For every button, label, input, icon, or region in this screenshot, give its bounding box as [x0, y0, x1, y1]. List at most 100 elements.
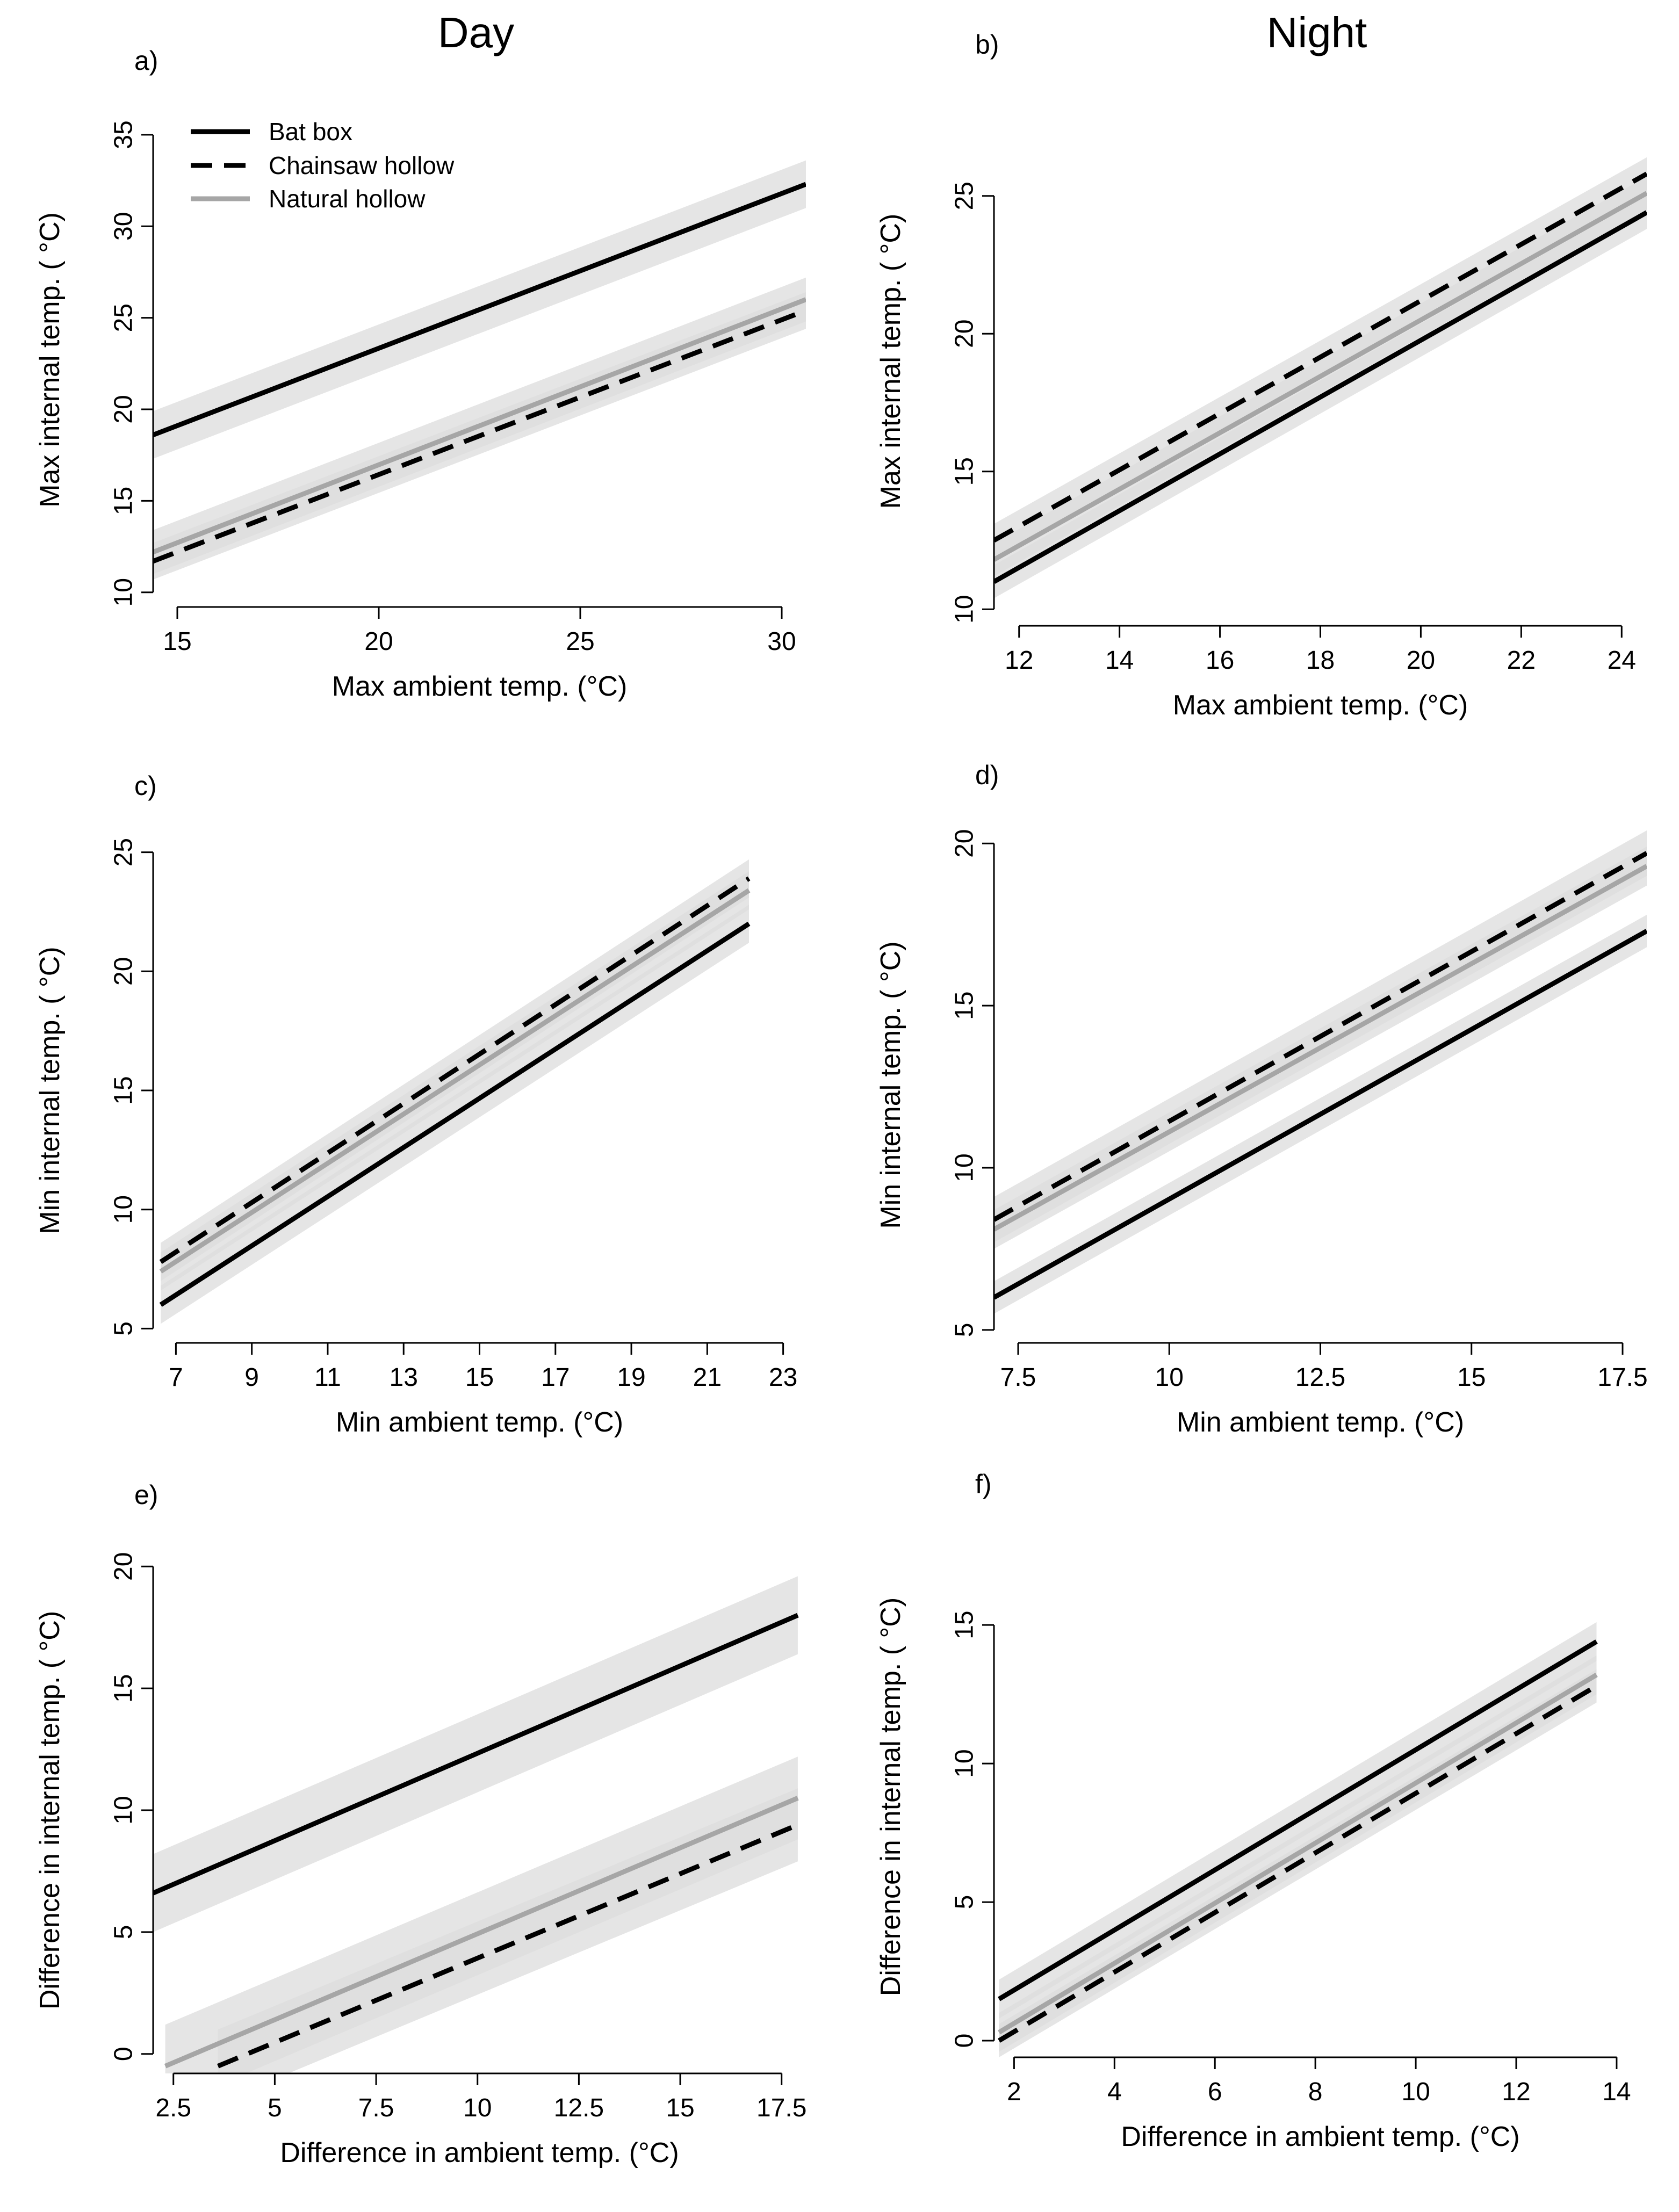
- y-axis-label: Difference in internal temp. ( °C): [34, 1611, 66, 2009]
- x-tick-label: 30: [767, 627, 796, 656]
- x-tick-label: 24: [1608, 646, 1636, 675]
- panel-label: e): [134, 1480, 158, 1510]
- x-tick-label: 15: [666, 2094, 694, 2122]
- y-tick-label: 15: [950, 991, 979, 1020]
- y-axis-label: Min internal temp. ( °C): [34, 946, 66, 1234]
- x-tick-label: 12.5: [1295, 1363, 1345, 1392]
- series-line-bat-box: [994, 929, 1647, 1300]
- x-tick-label: 2: [1007, 2078, 1021, 2106]
- x-tick-label: 15: [163, 627, 191, 656]
- y-tick-label: 15: [110, 1076, 138, 1104]
- y-tick-label: 25: [110, 303, 138, 332]
- x-tick-label: 12: [1005, 646, 1033, 675]
- x-tick-label: 10: [463, 2094, 492, 2122]
- panel-label: c): [134, 771, 157, 801]
- x-tick-label: 13: [390, 1363, 418, 1392]
- x-axis-label: Difference in ambient temp. (°C): [1121, 2121, 1519, 2152]
- x-tick-label: 14: [1602, 2078, 1631, 2106]
- x-tick-label: 12: [1502, 2078, 1530, 2106]
- y-tick-label: 15: [950, 457, 979, 486]
- x-axis-label: Max ambient temp. (°C): [1173, 690, 1468, 721]
- series-line-chainsaw-hollow: [159, 876, 751, 1264]
- panel-c: 7 9 11 13 15 17 19 21 23 5 10 15 20 25 Min ambient tem…: [34, 771, 797, 1438]
- y-tick-label: 10: [950, 1153, 979, 1182]
- y-tick-label: 20: [950, 829, 979, 857]
- panel-a: 15 20 25 30 10 15 20 25 30 35 Max ambient temp. (°…: [34, 46, 806, 702]
- series-line-natural-hollow: [159, 888, 751, 1274]
- x-tick-label: 6: [1208, 2078, 1222, 2106]
- x-tick-label: 20: [1407, 646, 1435, 675]
- legend-label-bat-box: Bat box: [269, 118, 352, 146]
- x-tick-label: 10: [1401, 2078, 1430, 2106]
- x-axis-label: Difference in ambient temp. (°C): [280, 2137, 679, 2168]
- y-tick-label: 10: [110, 1195, 138, 1224]
- series-line-chainsaw-hollow: [217, 1823, 799, 2069]
- y-axis-label: Min internal temp. ( °C): [875, 941, 906, 1228]
- x-tick-label: 5: [268, 2094, 282, 2122]
- y-tick-label: 10: [110, 578, 138, 606]
- panel-e: 2.5 5 7.5 10 12.5 15 17.5 0 5 10 15 20 Difference in…: [34, 1480, 806, 2168]
- y-tick-label: 15: [110, 1674, 138, 1702]
- series-line-natural-hollow: [994, 191, 1647, 562]
- y-tick-label: 20: [110, 1552, 138, 1581]
- x-tick-label: 9: [244, 1363, 259, 1392]
- panel-d: 7.5 10 12.5 15 17.5 5 10 15 20 Min ambient temp. …: [875, 760, 1648, 1438]
- x-tick-label: 15: [465, 1363, 494, 1392]
- plot-area: [998, 1622, 1598, 2057]
- series-line-natural-hollow: [994, 864, 1647, 1232]
- panel-label: f): [975, 1469, 992, 1499]
- plot-area: [153, 160, 806, 580]
- series-line-chainsaw-hollow: [153, 308, 806, 564]
- title-day: Day: [438, 9, 514, 56]
- x-tick-label: 16: [1206, 646, 1234, 675]
- x-tick-label: 23: [769, 1363, 797, 1392]
- series-line-natural-hollow: [998, 1673, 1598, 2035]
- x-tick-label: 11: [314, 1363, 341, 1392]
- x-tick-label: 19: [617, 1363, 645, 1392]
- x-tick-label: 7.5: [358, 2094, 394, 2122]
- y-tick-label: 0: [950, 2034, 979, 2048]
- plot-area: [159, 859, 751, 1324]
- x-tick-label: 17: [541, 1363, 570, 1392]
- series-line-chainsaw-hollow: [994, 171, 1647, 543]
- y-tick-label: 5: [950, 1322, 979, 1337]
- x-tick-label: 17.5: [756, 2094, 806, 2122]
- y-tick-label: 10: [110, 1796, 138, 1824]
- plot-area: [994, 830, 1647, 1314]
- plot-area: [994, 157, 1647, 598]
- series-line-chainsaw-hollow: [998, 1683, 1598, 2043]
- x-tick-label: 12.5: [554, 2094, 604, 2122]
- x-tick-label: 10: [1155, 1363, 1184, 1392]
- y-tick-label: 5: [950, 1895, 979, 1910]
- y-tick-label: 5: [110, 1321, 138, 1336]
- ci-band-natural-hollow: [165, 1756, 798, 2073]
- y-tick-label: 10: [950, 1749, 979, 1777]
- y-tick-label: 25: [110, 838, 138, 866]
- x-tick-label: 22: [1507, 646, 1536, 675]
- y-tick-label: 20: [110, 957, 138, 986]
- y-tick-label: 20: [950, 320, 979, 348]
- panel-f: 2 4 6 8 10 12 14 0 5 10 15 Difference in ambient te…: [875, 1469, 1631, 2152]
- title-night: Night: [1267, 9, 1367, 56]
- x-tick-label: 8: [1308, 2078, 1323, 2106]
- series-line-natural-hollow: [153, 297, 806, 554]
- y-tick-label: 15: [950, 1610, 979, 1639]
- y-tick-label: 35: [110, 120, 138, 149]
- series-line-bat-box: [994, 210, 1647, 584]
- x-tick-label: 17.5: [1597, 1363, 1647, 1392]
- panel-label: a): [134, 46, 158, 76]
- x-axis-label: Min ambient temp. (°C): [1177, 1407, 1464, 1438]
- x-tick-label: 7.5: [1000, 1363, 1036, 1392]
- panel-label: d): [975, 760, 999, 790]
- panel-b: 12 14 16 18 20 22 24 10 15 20 25 Max ambient temp. …: [875, 30, 1647, 721]
- x-tick-label: 18: [1306, 646, 1335, 675]
- x-tick-label: 4: [1107, 2078, 1122, 2106]
- y-tick-label: 30: [110, 212, 138, 241]
- y-tick-label: 20: [110, 395, 138, 423]
- x-tick-label: 20: [364, 627, 393, 656]
- x-tick-label: 25: [566, 627, 594, 656]
- series-line-bat-box: [159, 921, 751, 1307]
- y-axis-label: Difference in internal temp. ( °C): [875, 1597, 906, 1996]
- series-line-bat-box: [153, 1613, 799, 1896]
